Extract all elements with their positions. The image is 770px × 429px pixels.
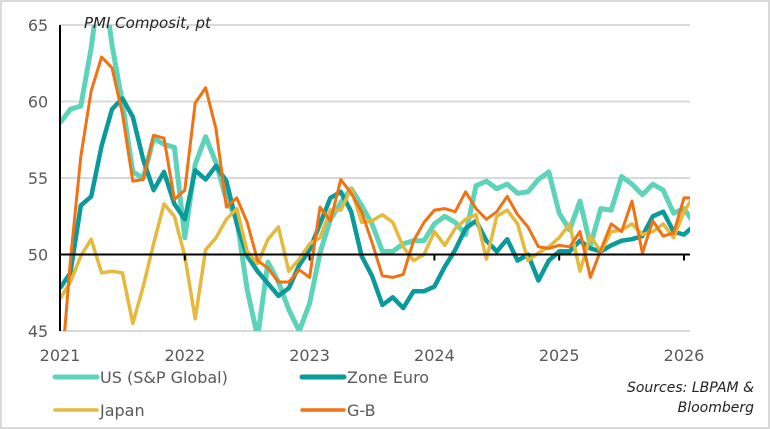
legend-label: US (S&P Global) bbox=[100, 368, 228, 387]
legend-label: Japan bbox=[99, 401, 145, 420]
chart-title: PMI Composit, pt bbox=[84, 14, 212, 32]
source-line-2: Bloomberg bbox=[678, 400, 755, 416]
series-line-japan bbox=[60, 186, 690, 326]
series-line-us-s-p-global- bbox=[60, 25, 690, 331]
y-tick-label: 45 bbox=[28, 322, 48, 341]
series-line-zone-euro bbox=[60, 96, 690, 311]
x-tick-label: 2026 bbox=[664, 346, 705, 365]
x-tick-label: 2025 bbox=[539, 346, 580, 365]
legend-label: Zone Euro bbox=[347, 368, 429, 387]
y-tick-label: 50 bbox=[28, 246, 48, 265]
series-line-g-b bbox=[63, 55, 690, 331]
x-tick-label: 2023 bbox=[289, 346, 330, 365]
y-tick-label: 65 bbox=[28, 16, 48, 35]
legend-label: G-B bbox=[347, 401, 376, 420]
y-tick-label: 55 bbox=[28, 169, 48, 188]
x-tick-label: 2021 bbox=[40, 346, 81, 365]
x-tick-label: 2022 bbox=[164, 346, 205, 365]
x-tick-label: 2024 bbox=[414, 346, 455, 365]
source-line-1: Sources: LBPAM & bbox=[627, 380, 754, 396]
y-tick-label: 60 bbox=[28, 93, 48, 112]
